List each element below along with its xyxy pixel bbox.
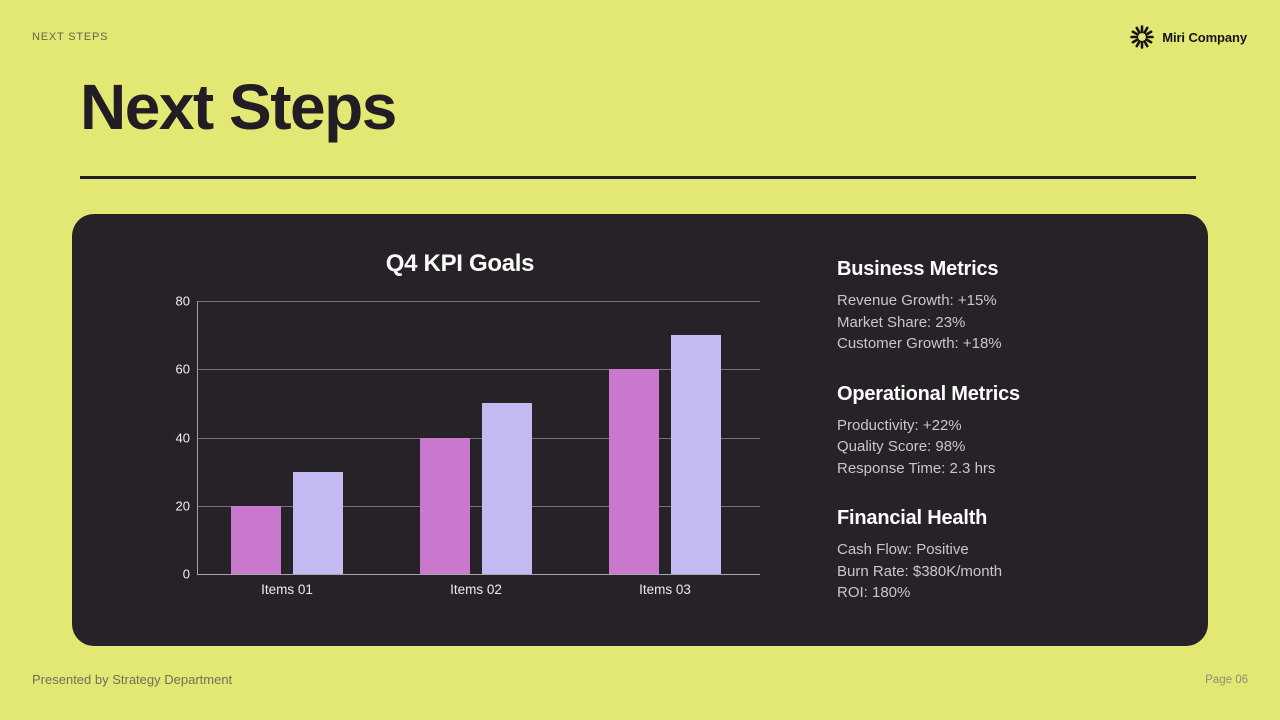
gridline	[197, 369, 760, 371]
metric-section-heading: Operational Metrics	[837, 382, 1020, 405]
bar-goal-items-03	[671, 335, 721, 574]
bar-current-items-01	[231, 505, 281, 574]
y-tick-label: 80	[175, 293, 190, 309]
metrics-column: Business Metrics Revenue Growth: +15% Mark…	[837, 258, 1197, 632]
metric-line: Productivity: +22%	[837, 416, 962, 434]
metric-section: Operational Metrics Productivity: +22% Qua…	[837, 383, 1197, 480]
bar-current-items-02	[420, 437, 470, 574]
eyebrow-label: NEXT STEPS	[32, 31, 109, 43]
content-panel: Q4 KPI Goals 0 20 40 60 80 Items 01 Items 02 It…	[72, 214, 1208, 646]
metric-line: Revenue Growth: +15%	[837, 292, 997, 309]
title-underline	[80, 176, 1196, 179]
category-label: Items 01	[261, 582, 313, 597]
metric-line: Market Share: 23%	[837, 313, 966, 331]
category-label: Items 02	[450, 582, 502, 597]
gridline	[197, 505, 760, 507]
gridline	[197, 301, 760, 302]
footer-page-number: Page 06	[1205, 674, 1248, 686]
chart-plot-area: 0 20 40 60 80 Items 01 Items 02 Items 03	[176, 294, 760, 597]
x-axis-line	[197, 574, 760, 575]
starburst-logo-icon	[1130, 25, 1155, 49]
metric-line: Customer Growth: +18%	[837, 335, 1002, 352]
metric-section-heading: Business Metrics	[837, 258, 999, 280]
gridline	[197, 437, 760, 439]
y-tick-label: 40	[175, 430, 190, 445]
metric-line: Cash Flow: Positive	[837, 541, 969, 558]
metric-line: Quality Score: 98%	[837, 438, 966, 455]
metric-section: Business Metrics Revenue Growth: +15% Mark…	[837, 258, 1197, 355]
brand: Miri Company	[1129, 24, 1247, 50]
bar-current-items-03	[609, 369, 659, 574]
y-tick-label: 20	[175, 498, 190, 514]
page-title: Next Steps	[80, 71, 397, 143]
chart-title: Q4 KPI Goals	[385, 250, 535, 277]
metric-line: Burn Rate: $380K/month	[837, 562, 1003, 580]
metric-section: Financial Health Cash Flow: Positive Burn …	[837, 507, 1197, 604]
metric-section-heading: Financial Health	[837, 507, 988, 529]
bar-goal-items-01	[293, 471, 343, 574]
category-label: Items 03	[639, 582, 691, 597]
y-axis-line	[197, 301, 198, 574]
y-tick-label: 60	[175, 361, 190, 377]
bar-goal-items-02	[482, 403, 532, 574]
metric-line: ROI: 180%	[837, 584, 911, 601]
footer-presenter: Presented by Strategy Department	[32, 672, 233, 687]
brand-name: Miri Company	[1162, 29, 1247, 45]
y-tick-label: 0	[182, 566, 190, 582]
kpi-bar-chart: Q4 KPI Goals 0 20 40 60 80 Items 01 Items 02 It…	[160, 250, 760, 597]
metric-line: Response Time: 2.3 hrs	[837, 459, 996, 477]
